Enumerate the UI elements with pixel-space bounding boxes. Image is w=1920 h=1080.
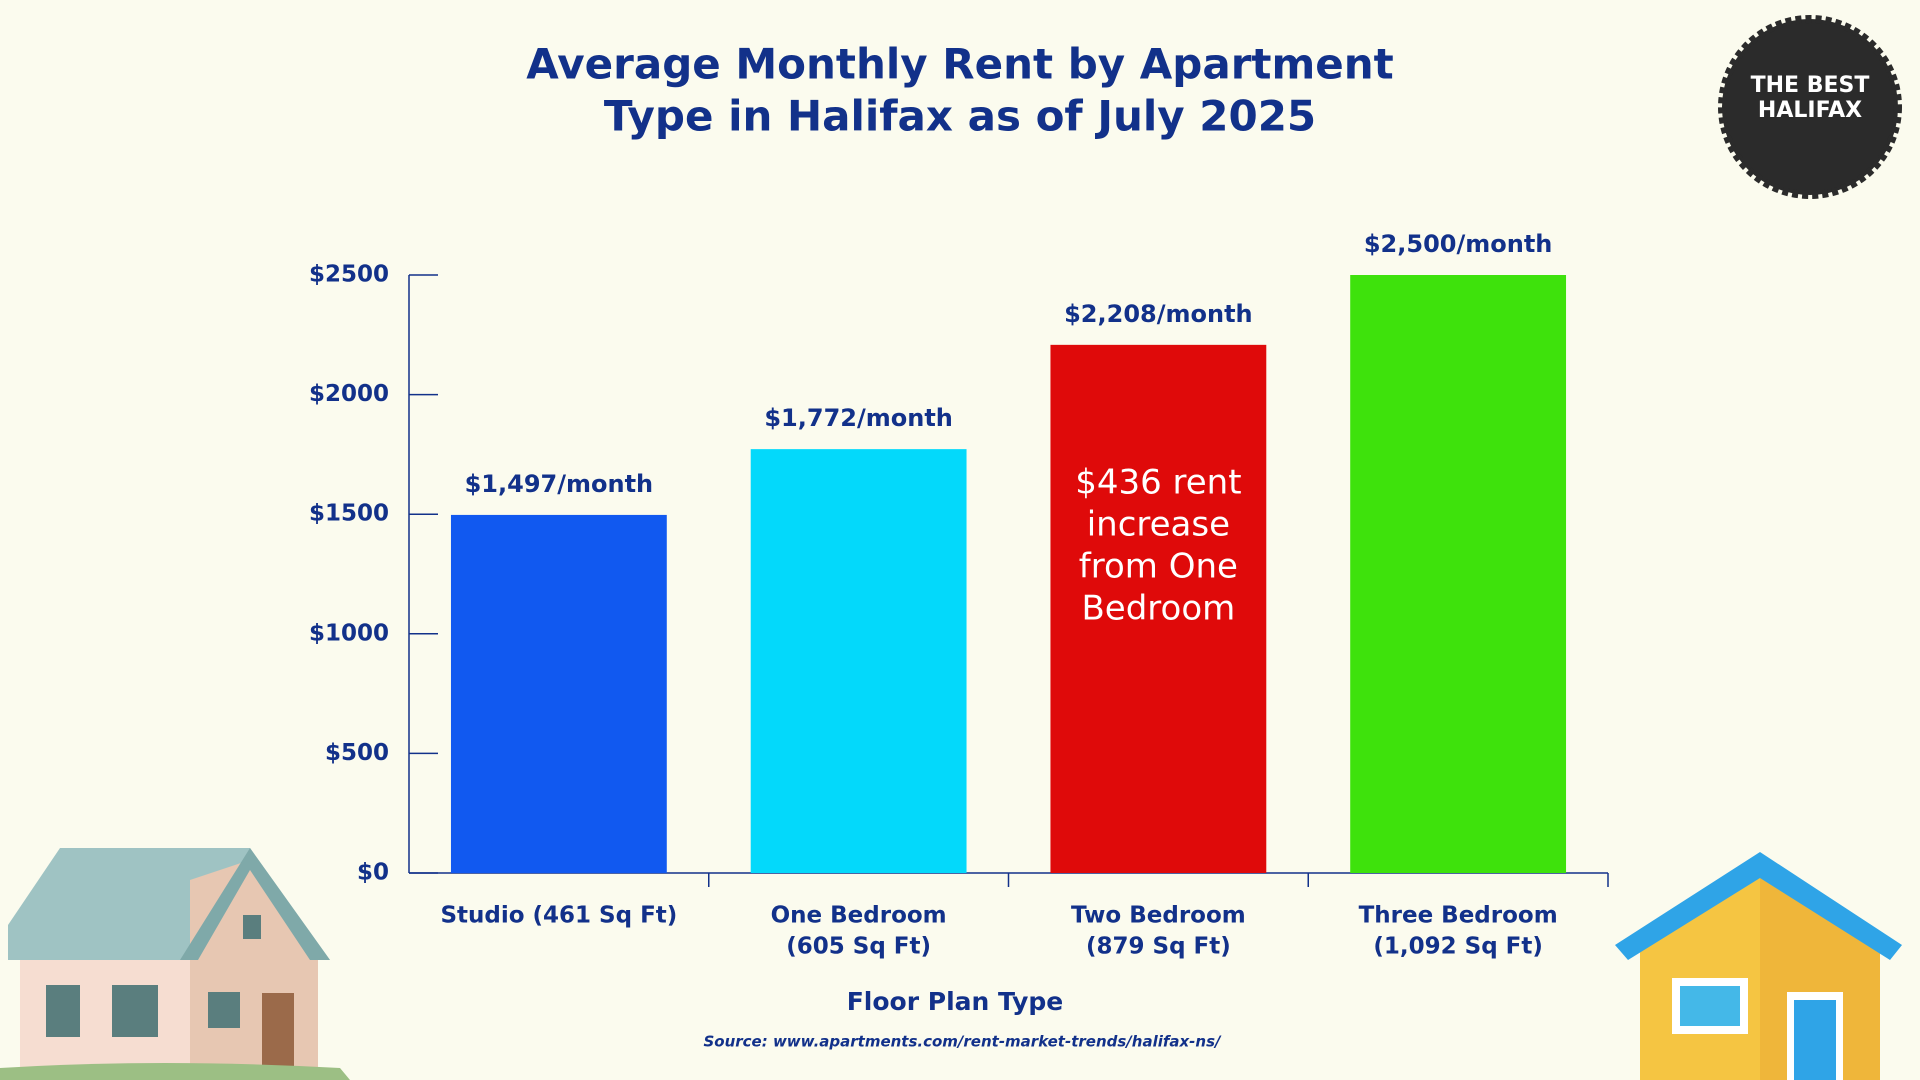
logo-text: THE BEST (1751, 73, 1870, 98)
annotation: increase (1087, 505, 1230, 545)
x-tick-label: Two Bedroom (1071, 903, 1246, 929)
y-tick-label: $2500 (309, 262, 389, 288)
house-left-illustration (0, 848, 350, 1080)
chart-title: Average Monthly Rent by Apartment (526, 40, 1393, 89)
logo-text: HALIFAX (1758, 98, 1862, 123)
x-tick-label: Studio (461 Sq Ft) (440, 903, 677, 929)
value-label: $2,208/month (1064, 300, 1253, 328)
x-axis-title: Floor Plan Type (847, 987, 1064, 1016)
x-tick-label: (605 Sq Ft) (786, 934, 931, 960)
bar (450, 514, 667, 873)
x-tick-label: (1,092 Sq Ft) (1373, 934, 1543, 960)
bar (750, 449, 967, 873)
logo: THE BEST HALIFAX (1718, 15, 1902, 199)
annotation: Bedroom (1081, 589, 1235, 629)
y-tick-label: $1500 (309, 501, 389, 527)
bar (1050, 344, 1267, 873)
bar (1350, 275, 1567, 873)
value-label: $1,497/month (465, 470, 654, 498)
y-tick-label: $500 (325, 740, 389, 766)
source-note: Source: www.apartments.com/rent-market-t… (703, 1033, 1222, 1051)
annotation: $436 rent (1075, 463, 1241, 503)
value-label: $2,500/month (1364, 230, 1553, 258)
y-tick-label: $1000 (309, 620, 389, 646)
y-tick-label: $0 (357, 860, 389, 886)
x-tick-label: (879 Sq Ft) (1086, 934, 1231, 960)
chart-title: Type in Halifax as of July 2025 (604, 92, 1316, 141)
y-tick-label: $2000 (309, 381, 389, 407)
x-tick-label: One Bedroom (771, 903, 947, 929)
house-right-illustration (1615, 852, 1902, 1080)
x-tick-label: Three Bedroom (1359, 903, 1558, 929)
value-label: $1,772/month (764, 404, 953, 432)
annotation: from One (1079, 547, 1238, 587)
